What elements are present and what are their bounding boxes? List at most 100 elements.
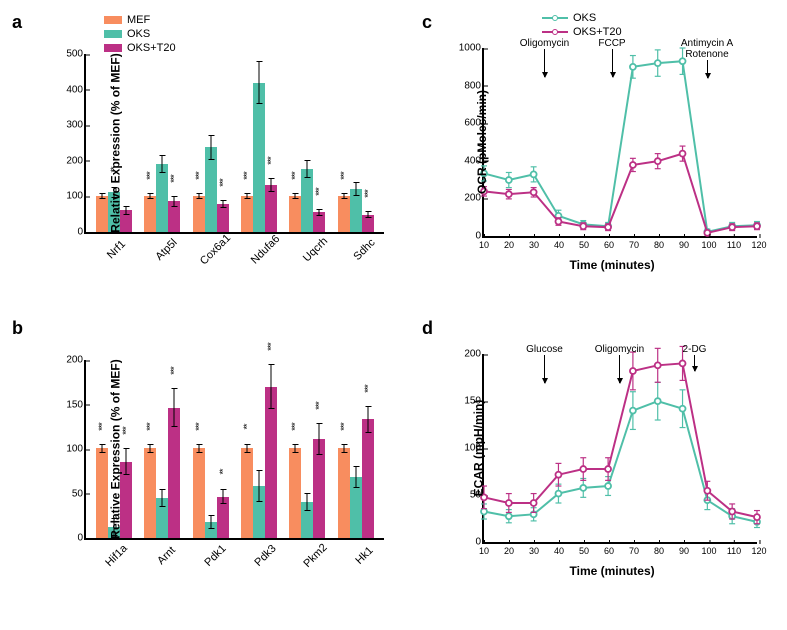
x-tick: 120 (751, 236, 766, 250)
x-tick-label: Sdhc (343, 228, 378, 263)
x-tick: 70 (629, 542, 639, 556)
error-bar (355, 182, 356, 196)
x-tick: 50 (579, 542, 589, 556)
annotation-arrow (612, 49, 613, 77)
x-tick: 10 (479, 236, 489, 250)
bar: *** (289, 196, 301, 232)
error-bar (102, 444, 103, 453)
bar (156, 164, 168, 232)
bar: *** (193, 448, 205, 538)
error-bar (319, 423, 320, 455)
error-bar (271, 178, 272, 192)
bar: *** (168, 201, 180, 232)
annotation: Oligomycin (585, 344, 655, 383)
bar: *** (265, 185, 277, 232)
significance-marker: *** (339, 172, 349, 180)
bar (350, 189, 362, 232)
x-tick-label: Uqcrh (293, 228, 328, 263)
legend-label: OKS (127, 28, 150, 40)
error-bar (222, 200, 223, 209)
plot-area: 050100150200****************************… (84, 360, 384, 540)
legend-item: MEF (104, 14, 176, 26)
y-tick: 1000 (459, 43, 484, 54)
panel-a: a0100200300400500***********************… (12, 12, 402, 312)
significance-marker: *** (290, 423, 300, 431)
x-axis-label: Time (minutes) (570, 564, 655, 578)
bar (156, 498, 168, 538)
error-bar (162, 155, 163, 173)
bar-group: *** *** (138, 164, 186, 232)
bar: *** (313, 439, 325, 538)
error-bar (247, 444, 248, 453)
error-bar (259, 470, 260, 502)
significance-marker: *** (290, 172, 300, 180)
x-tick: 20 (504, 236, 514, 250)
bar: *** (193, 196, 205, 232)
error-bar (126, 206, 127, 215)
y-axis-label: ECAR (mpH/min) (471, 400, 485, 497)
y-axis-label: Relative Expression (% of MEF) (109, 53, 123, 232)
y-tick: 0 (77, 533, 86, 544)
error-bar (198, 193, 199, 199)
x-tick: 60 (604, 542, 614, 556)
panel-d: d050100150200102030405060708090100110120… (422, 318, 782, 618)
x-tick: 110 (727, 236, 741, 250)
bar (301, 169, 313, 232)
error-bar (343, 193, 344, 199)
bar: ** (241, 448, 253, 538)
bar (96, 196, 108, 232)
y-tick: 400 (66, 84, 86, 95)
error-bar (367, 211, 368, 218)
x-tick: 10 (479, 542, 489, 556)
x-tick: 100 (701, 236, 716, 250)
significance-marker: *** (97, 423, 107, 431)
error-bar (259, 61, 260, 104)
error-bar (367, 406, 368, 433)
error-bar (295, 193, 296, 199)
x-axis-label: Time (minutes) (570, 258, 655, 272)
bar (253, 83, 265, 232)
x-tick-label: Pkm2 (293, 534, 328, 569)
error-bar (150, 193, 151, 199)
panel-b: b050100150200***************************… (12, 318, 402, 618)
error-bar (162, 489, 163, 507)
bar-group: *** *** (283, 169, 331, 232)
bar-group: *** *** (283, 439, 331, 538)
y-tick: 200 (464, 349, 484, 360)
legend-label: OKS+T20 (573, 26, 622, 38)
legend-item: OKS (542, 12, 622, 24)
error-bar (174, 196, 175, 207)
x-tick: 90 (679, 542, 689, 556)
x-tick-label: Pdk1 (194, 534, 229, 569)
significance-marker: *** (363, 385, 373, 393)
x-tick: 80 (654, 542, 664, 556)
annotation-arrow (544, 49, 545, 77)
legend-swatch (542, 31, 568, 33)
bar: *** (338, 196, 350, 232)
bar: *** (144, 196, 156, 232)
x-tick: 40 (554, 542, 564, 556)
error-bar (198, 444, 199, 453)
legend-label: MEF (127, 14, 150, 26)
bars-container: ******************************** (86, 54, 384, 232)
significance-marker: *** (314, 188, 324, 196)
annotation: FCCP (577, 38, 647, 77)
bar: *** (265, 387, 277, 538)
annotation-arrow (544, 355, 545, 383)
error-bar (271, 364, 272, 409)
legend-item: OKS (104, 28, 176, 40)
significance-marker: ** (218, 470, 228, 475)
x-tick: 30 (529, 236, 539, 250)
bar: *** (96, 448, 108, 538)
bar: *** (362, 419, 374, 538)
x-tick: 90 (679, 236, 689, 250)
panel-label: b (12, 318, 23, 339)
significance-marker: *** (242, 172, 252, 180)
significance-marker: *** (363, 190, 373, 198)
significance-marker: ** (242, 424, 252, 429)
error-bar (307, 493, 308, 511)
bar: *** (289, 448, 301, 538)
legend-swatch (542, 17, 568, 19)
error-bar (247, 193, 248, 199)
bar (205, 147, 217, 232)
